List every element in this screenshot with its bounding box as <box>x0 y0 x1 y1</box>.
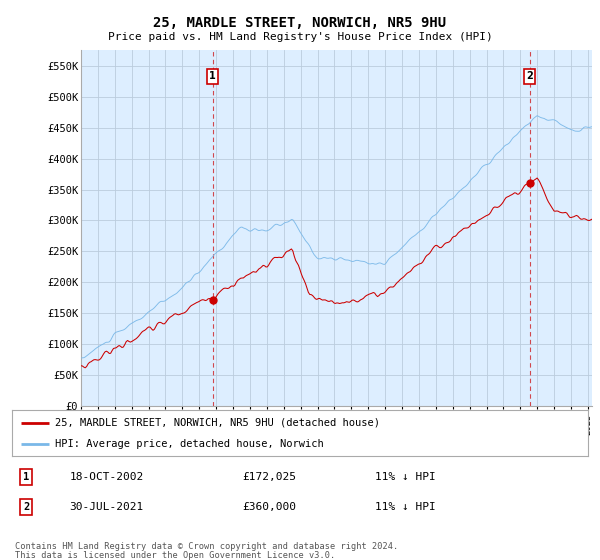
Text: Price paid vs. HM Land Registry's House Price Index (HPI): Price paid vs. HM Land Registry's House … <box>107 32 493 42</box>
Text: 25, MARDLE STREET, NORWICH, NR5 9HU (detached house): 25, MARDLE STREET, NORWICH, NR5 9HU (det… <box>55 418 380 428</box>
Text: 2: 2 <box>526 71 533 81</box>
Text: £172,025: £172,025 <box>242 472 296 482</box>
Text: Contains HM Land Registry data © Crown copyright and database right 2024.: Contains HM Land Registry data © Crown c… <box>15 542 398 550</box>
Text: HPI: Average price, detached house, Norwich: HPI: Average price, detached house, Norw… <box>55 439 324 449</box>
Text: 18-OCT-2002: 18-OCT-2002 <box>70 472 144 482</box>
Text: 2: 2 <box>23 502 29 512</box>
Text: 11% ↓ HPI: 11% ↓ HPI <box>375 472 436 482</box>
Text: 25, MARDLE STREET, NORWICH, NR5 9HU: 25, MARDLE STREET, NORWICH, NR5 9HU <box>154 16 446 30</box>
Text: £360,000: £360,000 <box>242 502 296 512</box>
Text: This data is licensed under the Open Government Licence v3.0.: This data is licensed under the Open Gov… <box>15 551 335 560</box>
Text: 11% ↓ HPI: 11% ↓ HPI <box>375 502 436 512</box>
Text: 1: 1 <box>23 472 29 482</box>
Text: 30-JUL-2021: 30-JUL-2021 <box>70 502 144 512</box>
Text: 1: 1 <box>209 71 216 81</box>
